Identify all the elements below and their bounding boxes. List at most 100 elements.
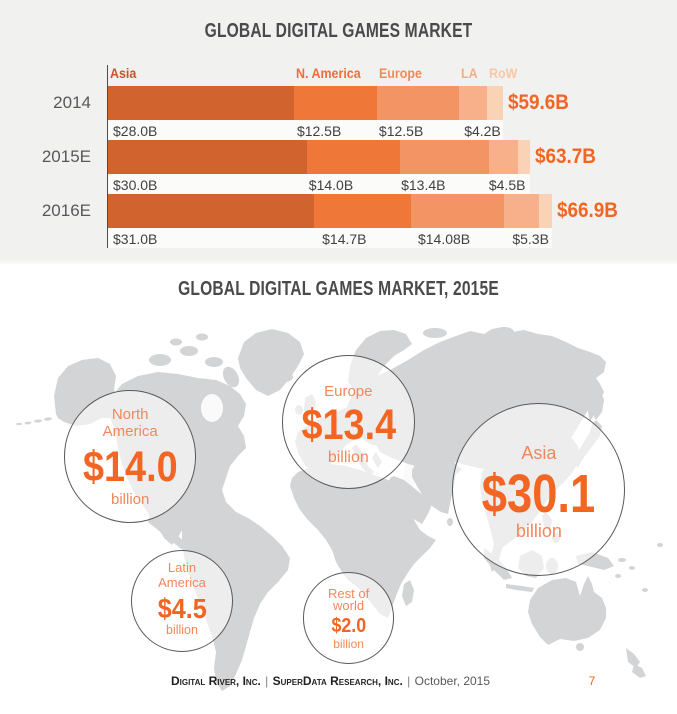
map-arctic-island-5 xyxy=(196,333,208,341)
year-label-2014: 2014 xyxy=(53,93,91,112)
value-label-2016e-asia: $31.0B xyxy=(113,231,158,247)
value-label-2015e-n-america: $14.0B xyxy=(308,177,354,193)
map-fiji xyxy=(642,588,648,592)
bubble-region-name: Asia xyxy=(521,443,557,464)
map-solomon-1 xyxy=(618,558,626,562)
bar-segment-asia xyxy=(108,194,314,228)
map-south-america xyxy=(182,502,290,691)
footer-date: October, 2015 xyxy=(414,674,491,688)
bar-segment-la xyxy=(459,86,488,120)
bar-segment-row xyxy=(487,86,504,120)
map-aleutian-1 xyxy=(44,417,52,421)
bar-segment-asia xyxy=(108,86,294,120)
footer-source-superdata: SuperData Research, Inc. xyxy=(272,674,403,688)
map-hudson-bay xyxy=(201,394,223,422)
map-vanuatu xyxy=(615,574,621,578)
bubble-asia: Asia $30.1 billion xyxy=(452,403,626,577)
value-strip-2016e xyxy=(108,228,552,248)
map-africa xyxy=(290,464,436,618)
value-label-2015e-la: $4.5B xyxy=(488,177,526,193)
column-header-row: RoW xyxy=(489,65,518,81)
bubble-unit: billion xyxy=(333,637,364,652)
total-label-2015e: $63.7B xyxy=(535,145,597,168)
map-tasmania xyxy=(576,643,584,651)
bubble-amount: $14.0 xyxy=(82,443,178,492)
bubble-region-name: North America xyxy=(102,406,158,441)
value-label-2014-europe: $12.5B xyxy=(378,123,424,139)
footer-source-digital-river: Digital River, Inc. xyxy=(170,674,261,688)
value-label-2014-asia: $28.0B xyxy=(113,123,158,139)
bar-segment-asia xyxy=(108,140,307,174)
map-iceland xyxy=(277,372,293,382)
bar-segment-europe xyxy=(399,140,489,174)
stacked-bar-2016e xyxy=(108,194,552,228)
bubble-amount: $2.0 xyxy=(331,614,366,637)
bubble-unit: billion xyxy=(166,622,198,637)
bar-segment-la xyxy=(504,194,540,228)
value-label-2014-n-america: $12.5B xyxy=(296,123,342,139)
bar-segment-europe xyxy=(410,194,505,228)
value-strip-2015e xyxy=(108,174,531,194)
value-label-2016e-europe: $14.08B xyxy=(417,231,471,247)
map-java xyxy=(506,584,534,592)
map-new-zealand-south xyxy=(632,664,646,678)
map-arctic-island-3 xyxy=(205,357,223,367)
bar-segment-n-america xyxy=(306,140,400,174)
bubble-rest-of-world: Rest of world $2.0 billion xyxy=(302,572,395,664)
value-label-2015e-asia: $30.0B xyxy=(113,177,158,193)
map-aleutian-2 xyxy=(34,419,42,423)
map-aleutian-3 xyxy=(24,421,32,425)
year-label-2015e: 2015E xyxy=(41,147,91,166)
bar-segment-europe xyxy=(376,86,460,120)
total-label-2014: $59.6B xyxy=(508,91,570,114)
column-header-la: LA xyxy=(461,65,478,81)
bubble-region-name: Latin America xyxy=(158,560,206,591)
value-label-2016e-la: $5.3B xyxy=(512,231,549,247)
map-madagascar xyxy=(402,580,414,606)
map-kamchatka xyxy=(588,380,604,420)
map-svalbard xyxy=(423,328,447,338)
value-label-2016e-n-america: $14.7B xyxy=(322,231,367,247)
total-label-2016e: $66.9B xyxy=(556,199,618,222)
column-header-n-america: N. America xyxy=(295,65,361,81)
column-header-europe: Europe xyxy=(378,65,422,81)
bubble-amount: $13.4 xyxy=(300,401,396,450)
bubble-latin-america: Latin America $4.5 billion xyxy=(130,549,234,653)
bubble-amount: $4.5 xyxy=(157,592,207,624)
bubble-europe: Europe $13.4 billion xyxy=(281,355,416,489)
axis-line xyxy=(107,65,108,248)
bubble-unit: billion xyxy=(515,521,562,542)
bar-chart-title: GLOBAL DIGITAL GAMES MARKET xyxy=(204,20,473,42)
value-strip-2014 xyxy=(108,120,504,140)
bubble-amount: $30.1 xyxy=(482,464,596,525)
bar-chart-section: GLOBAL DIGITAL GAMES MARKET Asia N. Ameri… xyxy=(0,0,677,264)
value-label-2014-la: $4.2B xyxy=(464,123,501,139)
year-label-2016e: 2016E xyxy=(41,201,91,220)
footer: Digital River, Inc. | SuperData Research… xyxy=(0,673,677,689)
column-header-asia: Asia xyxy=(110,65,137,81)
map-australia xyxy=(528,576,606,645)
map-aleutian-4 xyxy=(16,422,22,426)
footer-separator-2: | xyxy=(407,674,411,688)
bubble-north-america: North America $14.0 billion xyxy=(63,390,197,523)
bar-segment-row xyxy=(539,194,552,228)
bar-segment-n-america xyxy=(313,194,411,228)
map-sri-lanka xyxy=(447,518,453,526)
page-number: 7 xyxy=(588,674,596,688)
map-baffin-island xyxy=(222,366,240,388)
bar-segment-n-america xyxy=(293,86,377,120)
bubble-unit: billion xyxy=(111,491,150,509)
bubble-unit: billion xyxy=(327,448,369,466)
bar-segment-row xyxy=(518,140,531,174)
map-arctic-island-4 xyxy=(170,338,182,346)
bubble-region-name: Europe xyxy=(324,382,373,400)
map-new-zealand-north xyxy=(626,648,640,668)
map-solomon-2 xyxy=(629,566,635,570)
stacked-bar-2015e xyxy=(108,140,531,174)
bubble-region-name: Rest of world xyxy=(328,586,370,613)
value-label-2015e-europe: $13.4B xyxy=(401,177,446,193)
map-arctic-island-1 xyxy=(149,354,171,366)
map-chart-title: GLOBAL DIGITAL GAMES MARKET, 2015E xyxy=(178,278,499,300)
footer-separator-1: | xyxy=(265,674,269,688)
stacked-bar-2014 xyxy=(108,86,504,120)
